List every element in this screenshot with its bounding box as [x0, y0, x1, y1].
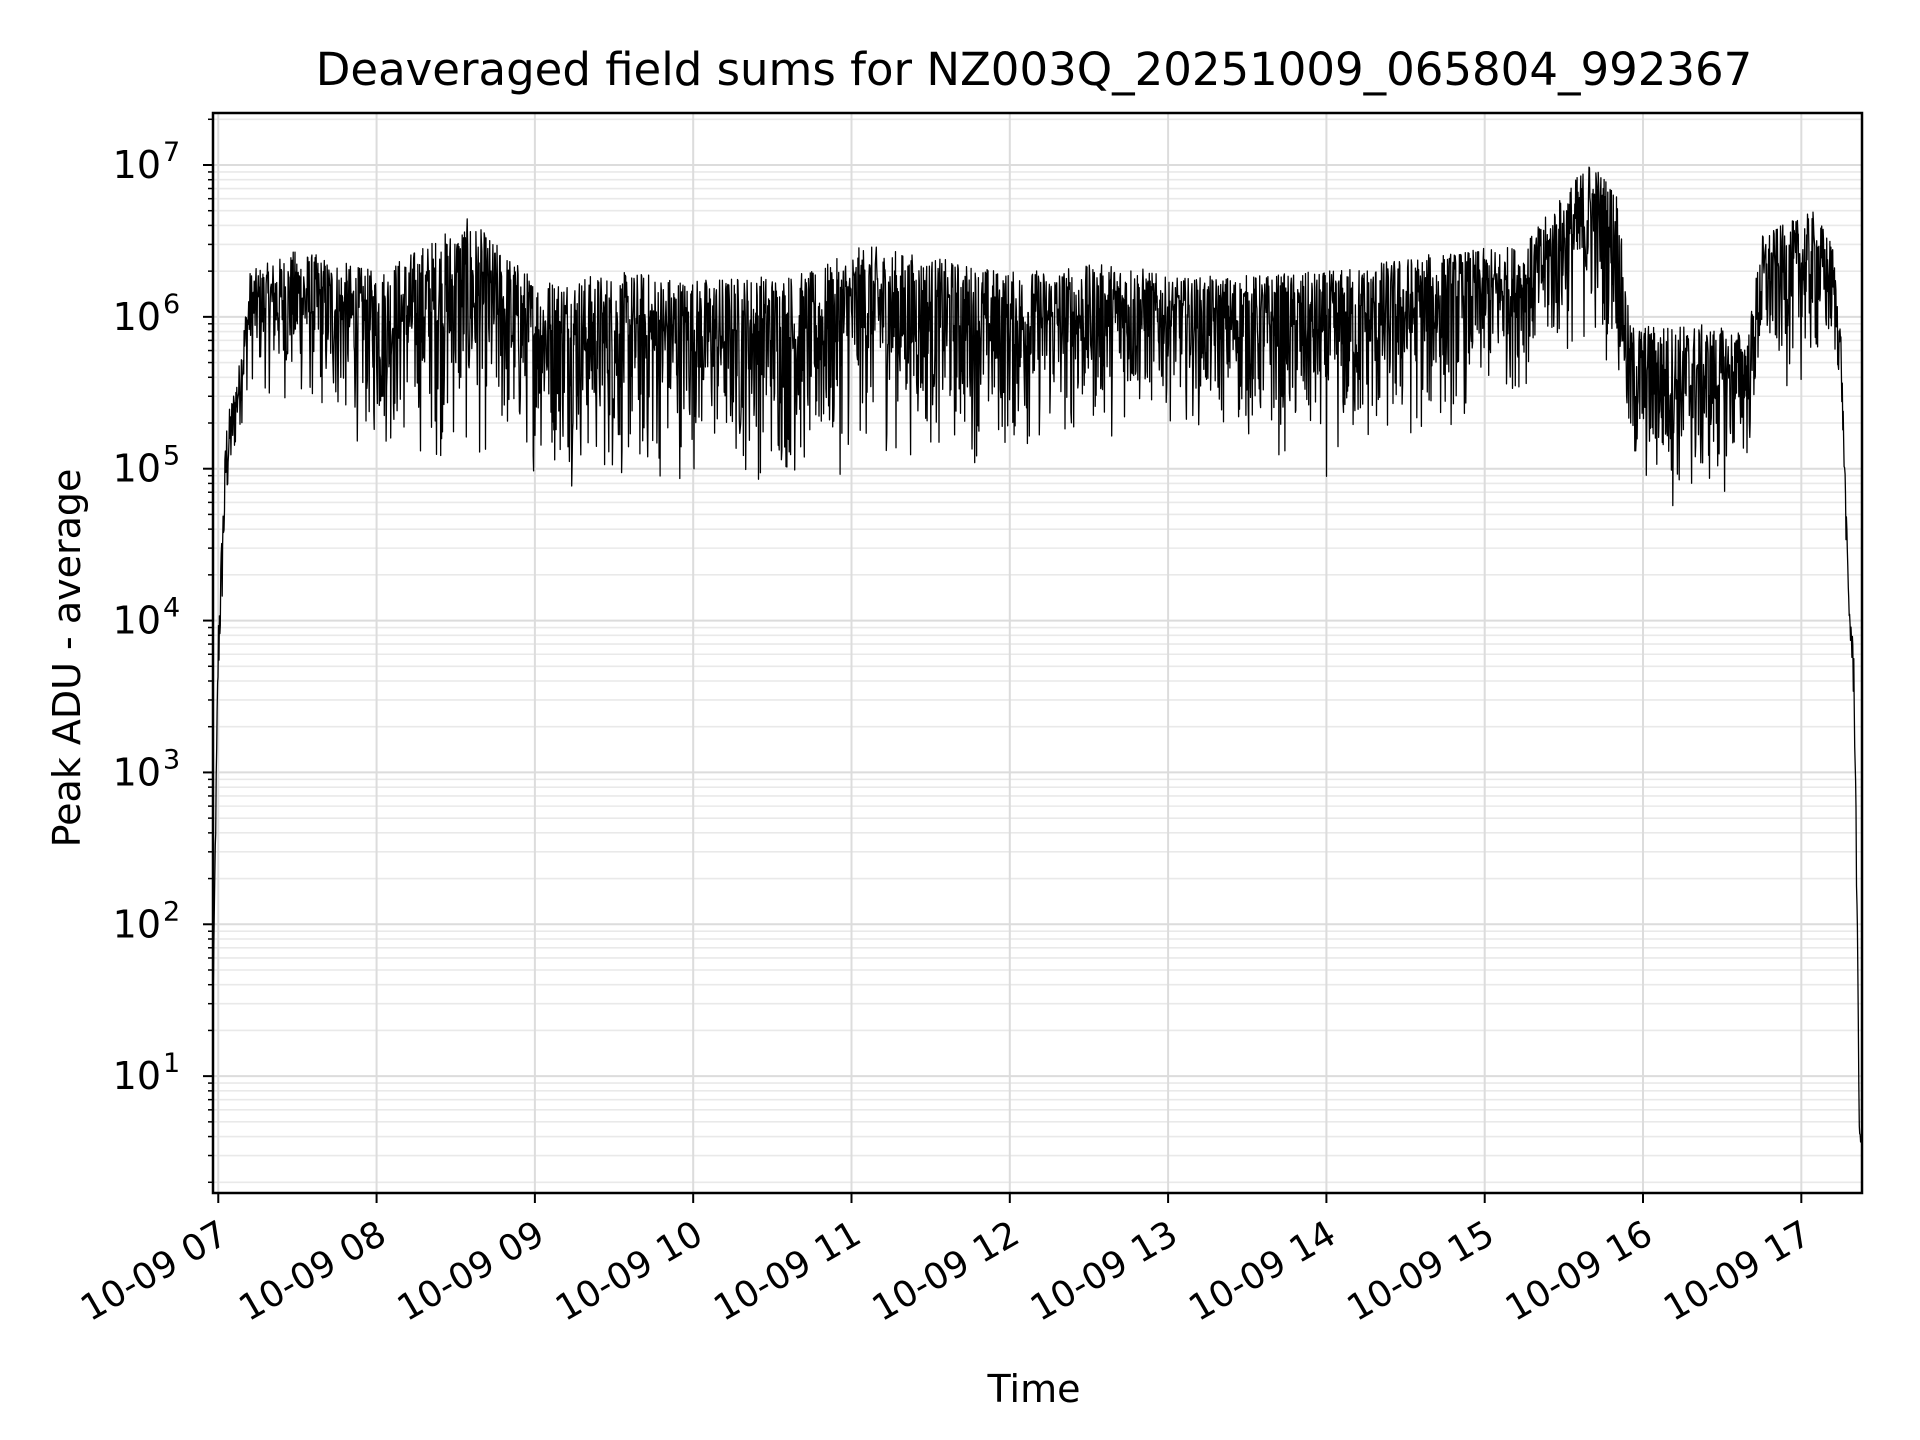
y-tick-label: 10 [113, 447, 161, 491]
y-tick-exponent: 5 [163, 441, 180, 472]
y-tick-exponent: 6 [163, 289, 180, 320]
y-tick-label: 10 [113, 750, 161, 794]
series-line [212, 166, 1863, 1143]
y-tick-label: 10 [113, 143, 161, 187]
series-polyline [212, 166, 1863, 1143]
y-tick-exponent: 1 [163, 1048, 180, 1079]
y-tick-label: 10 [113, 1054, 161, 1098]
y-tick-exponent: 2 [163, 896, 180, 927]
y-tick-label: 10 [113, 295, 161, 339]
grid [213, 113, 1862, 1193]
x-axis-label: Time [987, 1367, 1081, 1411]
y-tick-label: 10 [113, 599, 161, 643]
y-axis-label: Peak ADU - average [45, 469, 89, 848]
y-tick-exponent: 4 [163, 593, 180, 624]
y-tick-exponent: 7 [163, 137, 180, 168]
y-tick-label: 10 [113, 902, 161, 946]
chart-title: Deaveraged field sums for NZ003Q_2025100… [316, 43, 1752, 96]
y-tick-exponent: 3 [163, 744, 180, 775]
plot-frame [211, 111, 1864, 1195]
